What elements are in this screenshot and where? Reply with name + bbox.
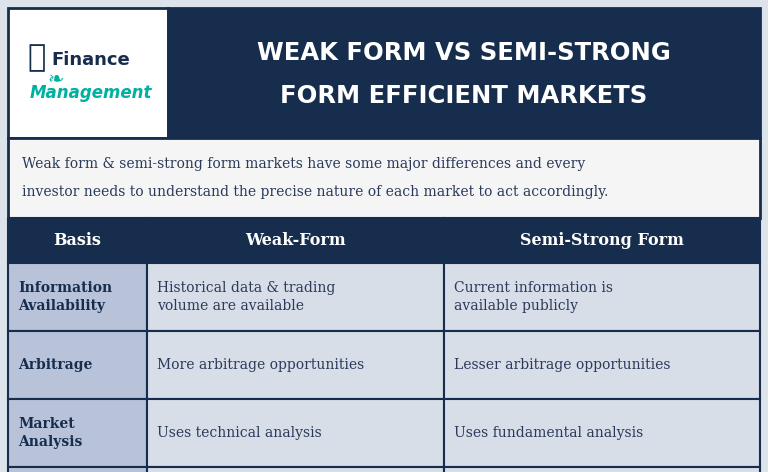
Bar (8, 8, 168, 138)
Bar (147, 467, 444, 472)
Bar (8, 263, 147, 331)
Text: FORM EFFICIENT MARKETS: FORM EFFICIENT MARKETS (280, 84, 647, 109)
Text: Information
Availability: Information Availability (18, 280, 112, 313)
Text: WEAK FORM VS SEMI-STRONG: WEAK FORM VS SEMI-STRONG (257, 42, 671, 66)
Text: Weak-Form: Weak-Form (245, 232, 346, 249)
Text: Semi-Strong Form: Semi-Strong Form (520, 232, 684, 249)
Text: Current information is
available publicly: Current information is available publicl… (454, 280, 613, 313)
Text: Finance: Finance (51, 51, 131, 69)
Bar (147, 263, 444, 331)
Text: Uses technical analysis: Uses technical analysis (157, 426, 322, 440)
Bar (8, 399, 147, 467)
Text: ❧: ❧ (48, 70, 65, 89)
Bar (147, 399, 444, 467)
Text: Weak form & semi-strong form markets have some major differences and every: Weak form & semi-strong form markets hav… (22, 157, 585, 170)
Text: Management: Management (30, 84, 153, 101)
Text: More arbitrage opportunities: More arbitrage opportunities (157, 358, 364, 372)
Bar (444, 218, 760, 263)
Bar (147, 218, 444, 263)
Text: Market
Analysis: Market Analysis (18, 416, 82, 449)
Text: Historical data & trading
volume are available: Historical data & trading volume are ava… (157, 280, 336, 313)
Text: Basis: Basis (54, 232, 101, 249)
Text: Uses fundamental analysis: Uses fundamental analysis (454, 426, 644, 440)
Text: Arbitrage: Arbitrage (18, 358, 92, 372)
Bar (444, 263, 760, 331)
Bar (8, 467, 147, 472)
Bar (8, 218, 147, 263)
Bar (444, 331, 760, 399)
Text: investor needs to understand the precise nature of each market to act accordingl: investor needs to understand the precise… (22, 185, 608, 199)
Bar (168, 8, 760, 138)
Text: Lesser arbitrage opportunities: Lesser arbitrage opportunities (454, 358, 670, 372)
Bar (8, 138, 760, 218)
Bar (147, 331, 444, 399)
Bar (444, 399, 760, 467)
Bar (8, 331, 147, 399)
Text: 🎓: 🎓 (28, 43, 46, 72)
Bar (444, 467, 760, 472)
